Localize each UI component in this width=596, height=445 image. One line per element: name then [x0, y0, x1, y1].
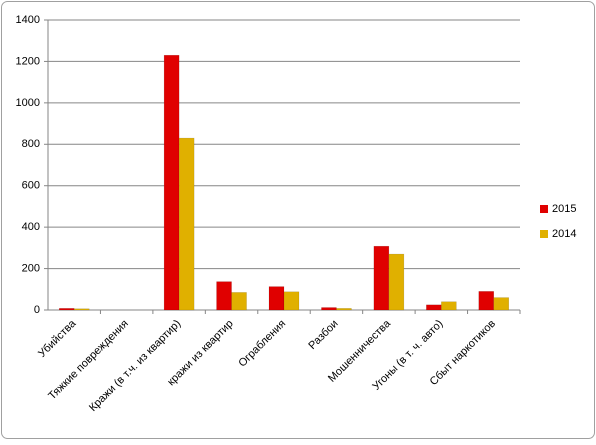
bar: [321, 307, 337, 311]
bar: [478, 291, 495, 311]
legend-label: 2015: [552, 203, 576, 215]
bar: [73, 308, 90, 311]
bar: [58, 308, 75, 311]
bar: [373, 245, 390, 311]
bar: [268, 286, 285, 311]
bar: [216, 281, 232, 311]
legend-label: 2014: [552, 228, 576, 240]
bar: [178, 137, 195, 311]
bar: [283, 291, 300, 311]
bar: [441, 301, 457, 311]
y-tick-label: 1400: [16, 14, 40, 26]
y-tick-label: 800: [22, 138, 40, 150]
y-tick-label: 1000: [16, 97, 40, 109]
y-tick-label: 0: [34, 304, 40, 316]
y-tick-label: 1200: [16, 55, 40, 67]
y-tick-label: 200: [22, 262, 40, 274]
bar: [163, 54, 180, 311]
legend-swatch: [540, 230, 548, 238]
bar: [388, 253, 405, 311]
y-tick-label: 400: [22, 221, 40, 233]
bar: [493, 297, 510, 311]
legend-swatch: [540, 205, 548, 213]
y-tick-label: 600: [22, 180, 40, 192]
bar: [426, 304, 442, 311]
bar: [336, 308, 352, 311]
bar: [231, 292, 247, 311]
